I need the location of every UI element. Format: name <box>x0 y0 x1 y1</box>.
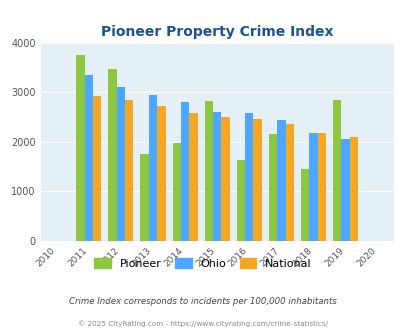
Bar <box>140 154 149 241</box>
Text: © 2025 CityRating.com - https://www.cityrating.com/crime-statistics/: © 2025 CityRating.com - https://www.city… <box>78 321 327 327</box>
Bar <box>349 137 357 241</box>
Bar <box>125 100 133 241</box>
Bar <box>213 112 221 241</box>
Bar <box>108 69 116 241</box>
Bar <box>204 101 213 241</box>
Bar <box>300 169 309 241</box>
Bar <box>76 55 84 241</box>
Bar <box>317 133 325 241</box>
Bar <box>236 160 245 241</box>
Bar <box>116 87 125 241</box>
Bar <box>157 106 165 241</box>
Bar <box>221 116 229 241</box>
Bar <box>333 100 341 241</box>
Bar <box>277 120 285 241</box>
Bar <box>245 113 253 241</box>
Bar <box>149 95 157 241</box>
Text: Crime Index corresponds to incidents per 100,000 inhabitants: Crime Index corresponds to incidents per… <box>69 297 336 307</box>
Bar <box>84 75 93 241</box>
Bar <box>268 134 277 241</box>
Bar <box>309 133 317 241</box>
Title: Pioneer Property Crime Index: Pioneer Property Crime Index <box>101 25 333 39</box>
Bar <box>285 123 293 241</box>
Bar <box>181 102 189 241</box>
Bar <box>93 96 101 241</box>
Bar <box>172 143 181 241</box>
Bar <box>341 139 349 241</box>
Bar <box>189 113 197 241</box>
Legend: Pioneer, Ohio, National: Pioneer, Ohio, National <box>90 254 315 273</box>
Bar <box>253 118 261 241</box>
